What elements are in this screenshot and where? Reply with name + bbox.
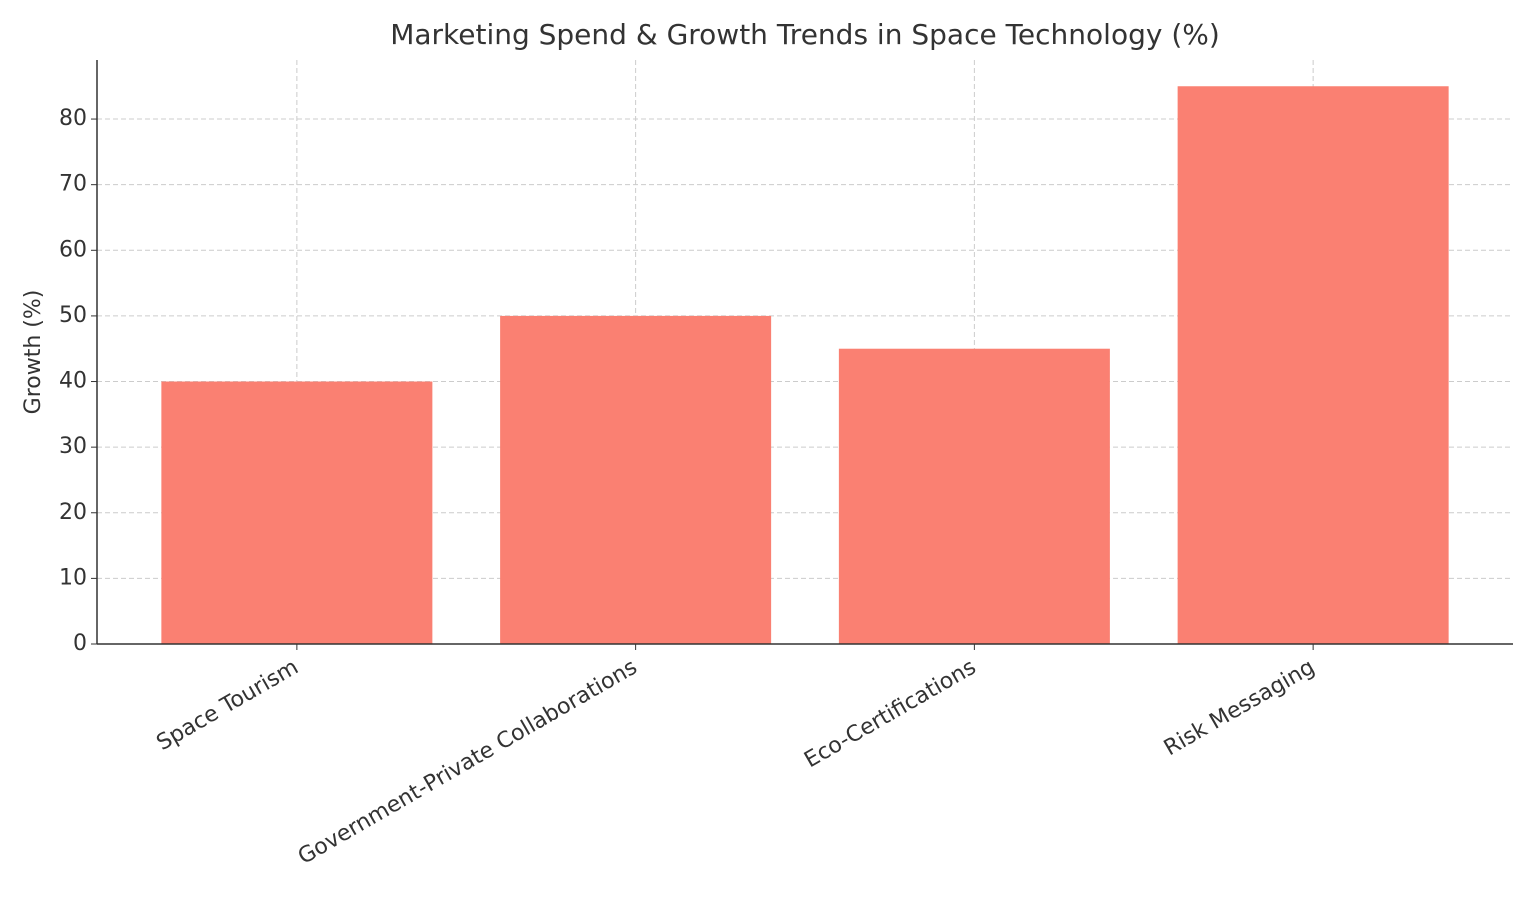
y-tick-label: 40 <box>59 369 87 394</box>
y-axis-label: Growth (%) <box>21 290 46 415</box>
x-tick-label: Space Tourism <box>152 655 302 756</box>
bar <box>500 315 772 644</box>
chart-title: Marketing Spend & Growth Trends in Space… <box>390 18 1220 51</box>
y-tick-label: 60 <box>59 237 87 262</box>
y-tick-label: 10 <box>59 565 87 590</box>
x-tick-label: Risk Messaging <box>1160 655 1319 761</box>
x-tick-label: Eco-Certifications <box>800 655 980 773</box>
bar <box>838 348 1110 644</box>
y-tick-label: 30 <box>59 434 87 459</box>
y-tick-label: 0 <box>73 631 87 656</box>
y-tick-label: 80 <box>59 106 87 131</box>
y-tick-label: 20 <box>59 500 87 525</box>
x-tick-label: Government-Private Collaborations <box>294 655 642 870</box>
bar <box>161 381 433 644</box>
bar <box>1177 86 1449 644</box>
y-tick-label: 50 <box>59 303 87 328</box>
y-tick-label: 70 <box>59 172 87 197</box>
